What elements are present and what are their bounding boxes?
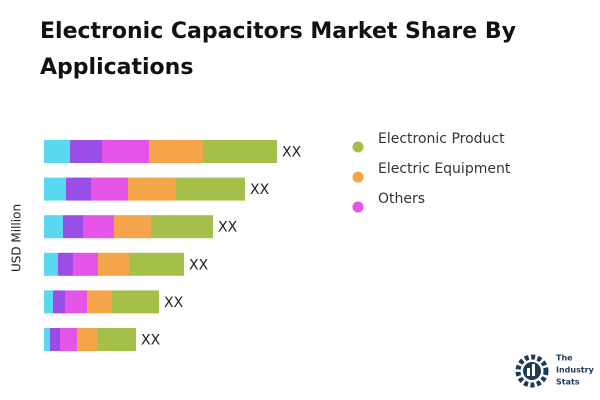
bar-label: XX [141, 333, 161, 349]
bar-segment [114, 215, 151, 239]
bar-segment [97, 328, 136, 351]
bar-segment [66, 177, 91, 201]
bar-segment [149, 140, 203, 163]
bar-segment [102, 140, 149, 163]
y-axis-label: USD Million [10, 204, 24, 272]
bar-segment [91, 177, 128, 201]
legend-marker [352, 171, 364, 183]
bar-segment [58, 252, 73, 276]
bar-segment [44, 140, 70, 163]
bar-segment [77, 328, 97, 351]
legend-label: Electric Equipment [378, 161, 511, 177]
bar-segment [128, 177, 176, 201]
bar-segment [176, 177, 245, 201]
bar-segment [151, 215, 213, 239]
bar-label: XX [218, 220, 238, 236]
bar-segment [83, 215, 114, 239]
legend-label: Others [378, 191, 425, 207]
bar-segment [63, 215, 83, 239]
bar-segment [203, 140, 277, 163]
bar-segment [87, 290, 112, 314]
logo-icon [515, 354, 549, 388]
bar-segment [44, 177, 66, 201]
bar-label: XX [189, 257, 209, 273]
logo-text: Industry [556, 366, 595, 375]
bar-segment [70, 140, 102, 163]
bar-segment [65, 290, 87, 314]
bar-segment [112, 290, 159, 314]
bar-label: XX [250, 182, 270, 198]
bar-segment [44, 290, 53, 314]
legend-label: Electronic Product [378, 131, 505, 147]
bar-label: XX [164, 295, 184, 311]
legend-marker [352, 141, 364, 153]
legend-marker [352, 201, 364, 213]
logo-text: The [556, 354, 573, 363]
chart-title: Electronic Capacitors Market Share By Ap… [40, 19, 516, 80]
bar-label: XX [282, 145, 302, 161]
bar-segment [50, 328, 60, 351]
bar-segment [73, 252, 98, 276]
bar-segment [53, 290, 65, 314]
bar-segment [98, 252, 129, 276]
bar-segment [129, 252, 184, 276]
bar-segment [44, 328, 50, 351]
bar-segment [44, 252, 58, 276]
bar-segment [44, 215, 63, 239]
bar-segment [60, 328, 77, 351]
logo-text: Stats [556, 378, 580, 387]
